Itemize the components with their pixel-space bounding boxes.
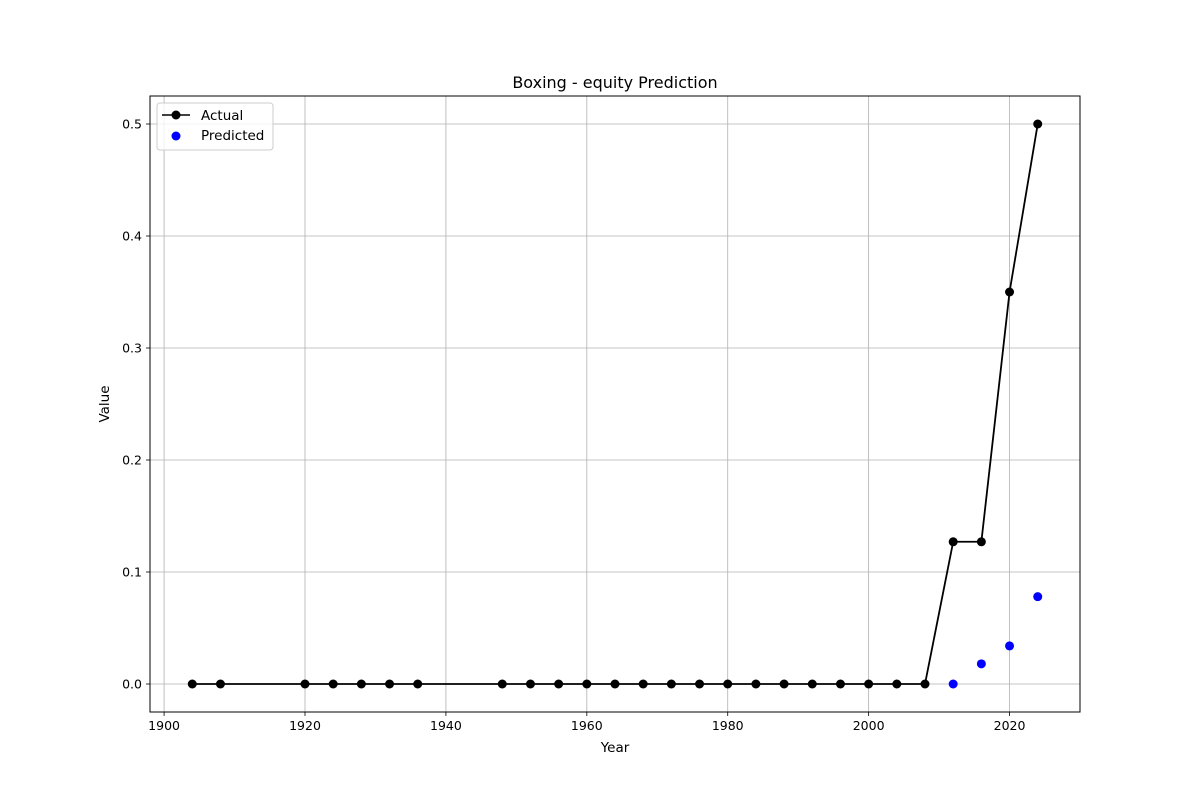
- actual-data-point: [723, 679, 733, 689]
- x-tick-label: 1940: [430, 718, 462, 733]
- actual-data-point: [582, 679, 592, 689]
- y-tick-label: 0.5: [122, 117, 142, 132]
- x-tick-label: 1920: [289, 718, 321, 733]
- actual-data-point: [976, 537, 986, 547]
- x-tick-label: 2020: [994, 718, 1026, 733]
- series-predicted: [948, 592, 1043, 689]
- x-tick-label: 1960: [571, 718, 603, 733]
- actual-data-point: [328, 679, 338, 689]
- actual-data-point: [554, 679, 564, 689]
- actual-data-point: [807, 679, 817, 689]
- actual-data-point: [835, 679, 845, 689]
- y-tick-label: 0.3: [122, 341, 142, 356]
- legend: Actual Predicted: [156, 102, 274, 151]
- actual-data-point: [751, 679, 761, 689]
- x-tick-label: 1980: [712, 718, 744, 733]
- predicted-data-point: [1005, 641, 1015, 651]
- series-layer: [187, 119, 1043, 689]
- plot-frame: [149, 95, 1081, 713]
- actual-data-point: [187, 679, 197, 689]
- y-tick-label: 0.1: [122, 565, 142, 580]
- legend-predicted-marker: [171, 131, 181, 141]
- actual-data-point: [413, 679, 423, 689]
- actual-data-point: [666, 679, 676, 689]
- ticks: 1900 1920 1940 1960 1980 2000 2020 0.0 0.1 0.2 0.3…: [122, 117, 1025, 734]
- actual-data-point: [525, 679, 535, 689]
- actual-data-point: [864, 679, 874, 689]
- chart-title: Boxing - equity Prediction: [512, 73, 717, 92]
- y-axis-label: Value: [97, 385, 113, 422]
- y-tick-label: 0.2: [122, 453, 142, 468]
- actual-data-point: [497, 679, 507, 689]
- legend-predicted-label: Predicted: [201, 128, 264, 144]
- legend-actual-label: Actual: [201, 108, 243, 124]
- actual-data-point: [215, 679, 225, 689]
- actual-data-point: [300, 679, 310, 689]
- x-tick-label: 1900: [148, 718, 180, 733]
- actual-data-point: [1033, 119, 1043, 129]
- legend-actual-marker: [171, 110, 181, 120]
- series-actual: [187, 119, 1043, 689]
- actual-data-point: [385, 679, 395, 689]
- x-tick-label: 2000: [853, 718, 885, 733]
- predicted-data-point: [976, 659, 986, 669]
- predicted-data-point: [948, 679, 958, 689]
- actual-data-point: [892, 679, 902, 689]
- actual-data-point: [1005, 287, 1015, 297]
- x-axis-label: Year: [600, 740, 630, 756]
- y-tick-label: 0.0: [122, 677, 142, 692]
- actual-data-point: [920, 679, 930, 689]
- y-tick-label: 0.4: [122, 229, 142, 244]
- actual-data-point: [610, 679, 620, 689]
- actual-data-point: [356, 679, 366, 689]
- actual-data-point: [695, 679, 705, 689]
- predicted-data-point: [1033, 592, 1043, 602]
- actual-data-point: [948, 537, 958, 547]
- actual-data-point: [779, 679, 789, 689]
- actual-data-point: [638, 679, 648, 689]
